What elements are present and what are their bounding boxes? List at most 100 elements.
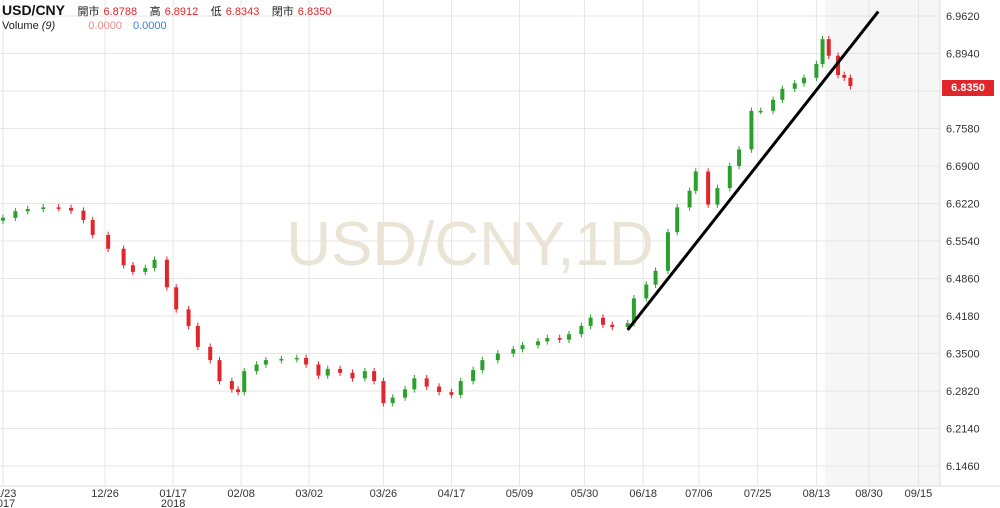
y-tick-label: 6.2820 <box>946 386 980 398</box>
trendline[interactable] <box>626 10 880 331</box>
candles <box>1 35 853 407</box>
candle-body <box>164 259 169 288</box>
y-tick-label: 6.6900 <box>946 161 980 173</box>
candle-body <box>536 341 541 346</box>
open-value: 6.8788 <box>103 6 138 18</box>
candle-body <box>471 370 476 382</box>
x-tick-label: 08/13 <box>803 488 831 500</box>
candle-body <box>25 209 30 212</box>
x-tick-label: 07/06 <box>685 488 713 500</box>
x-tick-label: 08/30 <box>855 488 883 500</box>
y-tick-label: 6.9620 <box>946 11 980 23</box>
candle-body <box>316 364 321 376</box>
candle-body <box>1 217 5 221</box>
candle-body <box>588 317 593 326</box>
candle-body <box>41 207 46 210</box>
volume-value-2: 0.0000 <box>133 20 167 32</box>
candle-body <box>143 268 148 272</box>
candle-body <box>820 39 825 64</box>
candle-body <box>458 381 463 395</box>
candle-body <box>842 75 847 78</box>
y-tick-label: 6.1460 <box>946 461 980 473</box>
candle-body <box>69 207 74 211</box>
candle-body <box>412 378 417 390</box>
watermark: USD/CNY,1D <box>286 210 654 279</box>
x-tick-label: 06/18 <box>629 488 657 500</box>
candle-body <box>480 360 485 371</box>
candle-body <box>90 220 95 235</box>
candle-body <box>566 334 571 340</box>
candle-body <box>263 360 268 365</box>
x-tick-label: 09/15 <box>905 488 933 500</box>
future-area-shade <box>825 0 940 486</box>
candle-body <box>437 386 442 393</box>
x-tick-label: 11/23 <box>0 488 16 500</box>
candle-body <box>758 110 763 113</box>
x-tick-label: 03/02 <box>295 488 323 500</box>
candle-body <box>236 389 241 393</box>
y-tick-label: 6.3500 <box>946 349 980 361</box>
volume-period: (9) <box>41 20 56 32</box>
candle-body <box>13 211 18 218</box>
close-label: 閉市 <box>271 6 294 18</box>
candle-body <box>687 190 692 208</box>
candle-body <box>780 88 785 100</box>
candle-body <box>362 371 367 379</box>
candle-body <box>836 55 841 76</box>
candle-body <box>675 207 680 233</box>
candle-body <box>771 99 776 111</box>
candle-body <box>644 284 649 299</box>
symbol-label: USD/CNY <box>2 2 66 18</box>
x-tick-label: 12/26 <box>91 488 119 500</box>
volume-value-1: 0.0000 <box>88 20 122 32</box>
close-value: 6.8350 <box>297 6 332 18</box>
candle-body <box>186 309 191 326</box>
candle-body <box>848 77 853 87</box>
candle-body <box>130 265 135 272</box>
candle-body <box>81 210 86 221</box>
candle-body <box>449 392 454 395</box>
candle-body <box>715 188 720 205</box>
x-tick-label: 04/17 <box>438 488 466 500</box>
y-tick-label: 6.4860 <box>946 274 980 286</box>
candle-body <box>152 259 157 269</box>
candle-body <box>706 171 711 205</box>
candle-body <box>229 381 234 390</box>
last-price-badge: 6.8350 <box>942 80 994 96</box>
y-tick-label: 6.7580 <box>946 124 980 136</box>
x-tick-label: 02/08 <box>227 488 255 500</box>
candle-body <box>579 325 584 335</box>
candle-body <box>304 357 309 365</box>
x-tick-label: 03/26 <box>370 488 398 500</box>
high-value: 6.8912 <box>164 6 199 18</box>
candle-body <box>495 353 500 361</box>
candle-body <box>520 345 525 350</box>
candle-body <box>403 389 408 398</box>
candle-body <box>737 149 742 166</box>
candle-body <box>610 324 615 328</box>
candle-body <box>600 317 605 325</box>
candle-body <box>338 368 343 373</box>
candle-body <box>424 378 429 387</box>
y-tick-label: 6.2140 <box>946 424 980 436</box>
candle-body <box>381 381 386 404</box>
candle-body <box>390 397 395 404</box>
high-label: 高 <box>149 6 161 18</box>
candle-body <box>557 338 562 340</box>
candle-body <box>294 357 299 360</box>
y-tick-label: 6.4180 <box>946 311 980 323</box>
x-tick-label: 05/30 <box>571 488 599 500</box>
candle-body <box>665 232 670 271</box>
candle-body <box>121 248 126 266</box>
candle-body <box>56 207 61 209</box>
quote-header: USD/CNY 開市 6.8788 高 6.8912 低 6.8343 閉市 6.835… <box>2 2 331 20</box>
x-tick-label: 2018 <box>161 498 185 508</box>
y-tick-label: 6.6220 <box>946 199 980 211</box>
candle-body <box>279 359 284 361</box>
candle-body <box>653 270 658 285</box>
candle-body <box>792 83 797 89</box>
candle-body <box>749 110 754 150</box>
x-tick-label: 01/17 <box>159 488 187 500</box>
